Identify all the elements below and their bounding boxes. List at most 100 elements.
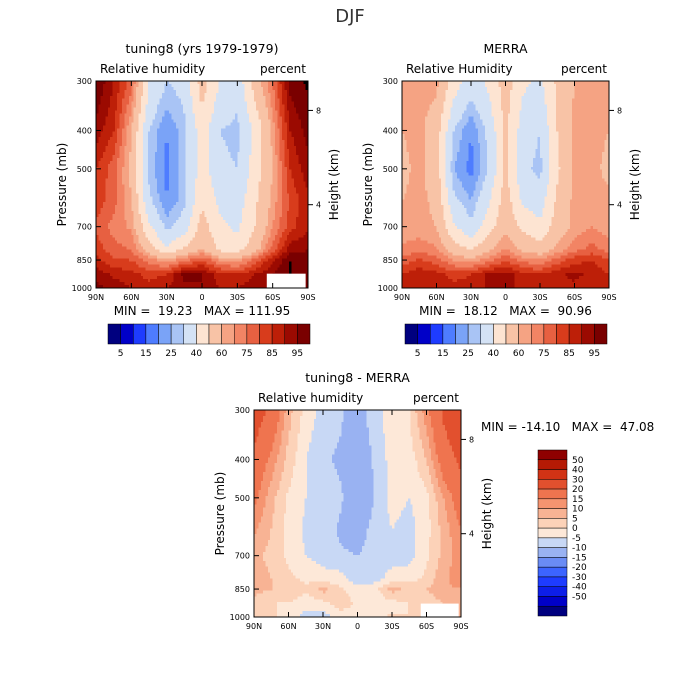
heatmap-cell bbox=[152, 83, 156, 88]
heatmap-cell bbox=[140, 160, 144, 165]
heatmap-cell bbox=[107, 98, 111, 103]
heatmap-cell bbox=[298, 208, 302, 212]
heatmap-cell bbox=[220, 110, 224, 114]
heatmap-cell bbox=[289, 81, 292, 85]
heatmap-cell bbox=[192, 196, 196, 200]
heatmap-cell bbox=[279, 113, 283, 117]
heatmap-cell bbox=[166, 104, 170, 109]
heatmap-cell bbox=[300, 83, 304, 88]
heatmap-cell bbox=[147, 184, 151, 188]
heatmap-cell bbox=[265, 231, 269, 236]
heatmap-cell bbox=[305, 81, 309, 85]
heatmap-cell bbox=[204, 116, 208, 120]
heatmap-cell bbox=[265, 86, 269, 91]
heatmap-cell bbox=[282, 193, 285, 197]
heatmap-cell bbox=[107, 202, 111, 206]
heatmap-cell bbox=[126, 149, 130, 153]
heatmap-cell bbox=[169, 81, 172, 85]
heatmap-cell bbox=[251, 166, 255, 171]
heatmap-cell bbox=[202, 225, 205, 230]
heatmap-cell bbox=[136, 83, 139, 88]
heatmap-cell bbox=[249, 160, 252, 165]
heatmap-cell bbox=[298, 143, 302, 147]
heatmap-cell bbox=[136, 169, 139, 174]
heatmap-cell bbox=[253, 137, 257, 141]
heatmap-cell bbox=[124, 211, 128, 215]
heatmap-cell bbox=[161, 149, 165, 153]
heatmap-cell bbox=[242, 83, 245, 88]
heatmap-cell bbox=[126, 140, 130, 144]
heatmap-cell bbox=[218, 98, 222, 103]
heatmap-cell bbox=[133, 166, 137, 171]
heatmap-cell bbox=[159, 81, 163, 85]
heatmap-cell bbox=[117, 217, 120, 221]
heatmap-cell bbox=[265, 187, 269, 191]
heatmap-cell bbox=[159, 166, 163, 171]
heatmap-cell bbox=[199, 119, 203, 123]
heatmap-cell bbox=[157, 86, 160, 91]
heatmap-cell bbox=[286, 208, 290, 212]
heatmap-cell bbox=[100, 190, 104, 194]
heatmap-cell bbox=[140, 205, 144, 209]
heatmap-cell bbox=[131, 219, 135, 224]
heatmap-cell bbox=[178, 116, 182, 120]
heatmap-cell bbox=[258, 122, 262, 126]
heatmap-cell bbox=[110, 193, 113, 197]
heatmap-cell bbox=[117, 175, 120, 179]
heatmap-cell bbox=[246, 205, 250, 209]
heatmap-cell bbox=[263, 160, 266, 165]
heatmap-cell bbox=[192, 146, 196, 150]
heatmap-cell bbox=[246, 163, 250, 168]
heatmap-cell bbox=[303, 187, 307, 191]
heatmap-cell bbox=[230, 217, 234, 221]
heatmap-cell bbox=[296, 83, 299, 88]
heatmap-cell bbox=[220, 89, 224, 94]
heatmap-cell bbox=[164, 181, 168, 185]
heatmap-cell bbox=[154, 134, 158, 138]
heatmap-cell bbox=[251, 160, 255, 165]
heatmap-cell bbox=[237, 163, 241, 168]
heatmap-cell bbox=[272, 95, 276, 100]
heatmap-cell bbox=[145, 104, 149, 109]
heatmap-cell bbox=[239, 146, 243, 150]
heatmap-cell bbox=[126, 193, 130, 197]
heatmap-cell bbox=[96, 134, 99, 138]
heatmap-cell bbox=[211, 107, 215, 111]
heatmap-cell bbox=[117, 128, 120, 132]
heatmap-cell bbox=[298, 95, 302, 100]
heatmap-cell bbox=[145, 134, 149, 138]
heatmap-cell bbox=[117, 140, 120, 144]
heatmap-cell bbox=[275, 107, 278, 111]
heatmap-cell bbox=[225, 98, 229, 103]
heatmap-cell bbox=[284, 160, 288, 165]
heatmap-cell bbox=[147, 113, 151, 117]
heatmap-cell bbox=[286, 81, 290, 85]
heatmap-cell bbox=[305, 187, 309, 191]
heatmap-cell bbox=[265, 119, 269, 123]
heatmap-cell bbox=[173, 92, 177, 97]
heatmap-cell bbox=[169, 92, 172, 97]
heatmap-cell bbox=[199, 214, 203, 218]
heatmap-cell bbox=[209, 184, 212, 188]
heatmap-cell bbox=[284, 154, 288, 159]
heatmap-cell bbox=[260, 81, 264, 85]
heatmap-cell bbox=[227, 199, 231, 203]
heatmap-cell bbox=[286, 205, 290, 209]
heatmap-cell bbox=[190, 95, 193, 100]
heatmap-cell bbox=[204, 225, 208, 230]
heatmap-cell bbox=[187, 143, 191, 147]
heatmap-cell bbox=[305, 151, 309, 156]
heatmap-cell bbox=[272, 92, 276, 97]
heatmap-cell bbox=[140, 181, 144, 185]
heatmap-cell bbox=[258, 184, 262, 188]
heatmap-cell bbox=[286, 140, 290, 144]
heatmap-cell bbox=[171, 89, 175, 94]
heatmap-cell bbox=[296, 81, 299, 85]
heatmap-cell bbox=[251, 163, 255, 168]
heatmap-cell bbox=[157, 110, 160, 114]
heatmap-cell bbox=[263, 225, 266, 230]
heatmap-cell bbox=[246, 178, 250, 182]
heatmap-cell bbox=[249, 175, 252, 179]
heatmap-cell bbox=[263, 211, 266, 215]
heatmap-cell bbox=[194, 222, 198, 227]
